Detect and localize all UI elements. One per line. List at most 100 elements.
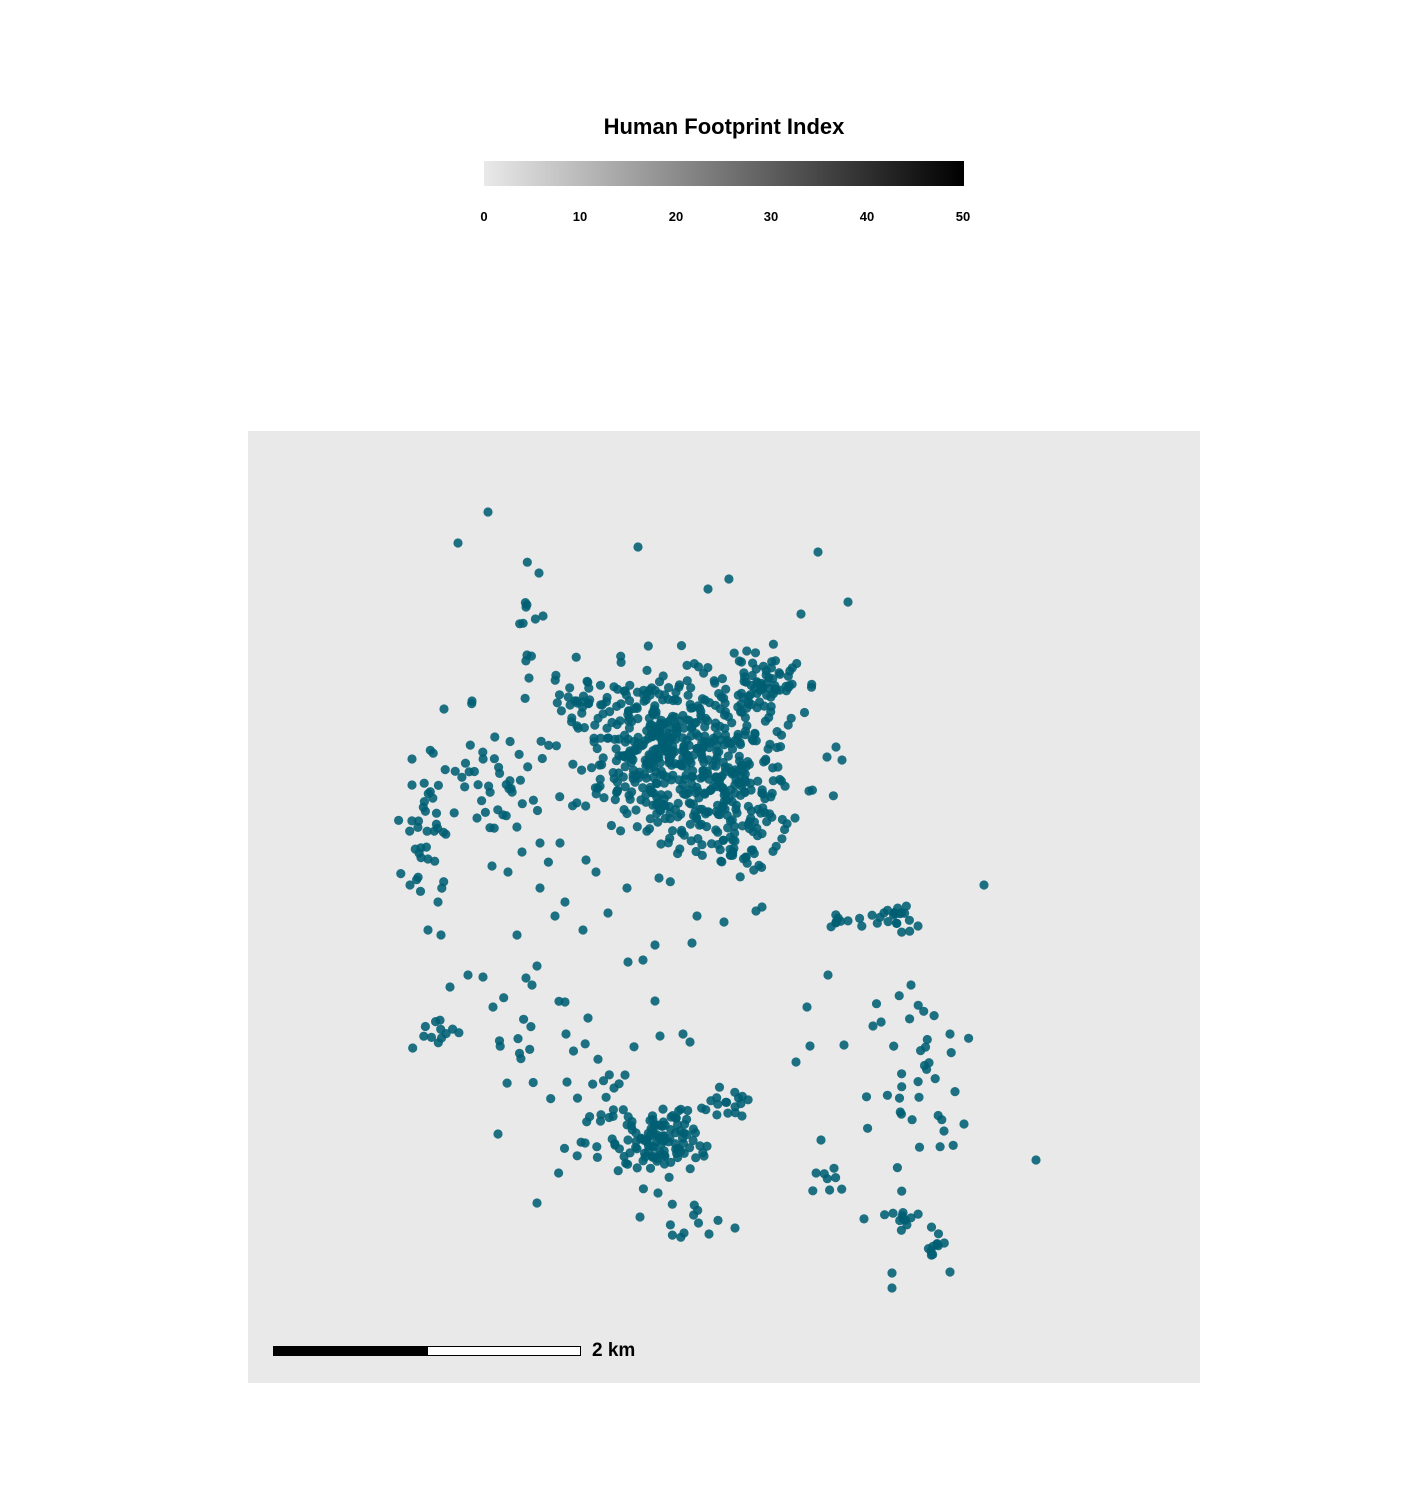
occurrence-point xyxy=(737,707,747,717)
occurrence-point xyxy=(678,780,688,790)
occurrence-point xyxy=(633,542,643,552)
map-panel[interactable] xyxy=(248,431,1200,1383)
occurrence-point xyxy=(739,676,749,686)
occurrence-point xyxy=(610,1139,620,1149)
occurrence-point xyxy=(754,860,764,870)
occurrence-point xyxy=(668,770,678,780)
occurrence-point xyxy=(554,1168,564,1178)
occurrence-point xyxy=(702,822,712,832)
occurrence-point xyxy=(783,720,793,730)
occurrence-point xyxy=(688,1135,698,1146)
occurrence-point xyxy=(598,1076,609,1086)
occurrence-point xyxy=(717,674,727,684)
occurrence-point xyxy=(484,781,494,791)
occurrence-point xyxy=(898,1208,908,1218)
occurrence-point xyxy=(857,921,867,931)
occurrence-point xyxy=(871,999,882,1009)
occurrence-point xyxy=(654,873,664,883)
occurrence-point xyxy=(720,698,730,708)
occurrence-point xyxy=(460,758,471,768)
occurrence-point xyxy=(522,557,532,567)
occurrence-point xyxy=(514,749,524,759)
occurrence-point xyxy=(583,1013,593,1023)
occurrence-point xyxy=(713,1215,723,1225)
occurrence-point xyxy=(554,690,565,700)
legend-title: Human Footprint Index xyxy=(603,114,845,139)
occurrence-point xyxy=(745,690,756,700)
occurrence-point xyxy=(654,1120,664,1130)
occurrence-point xyxy=(724,574,734,584)
occurrence-point xyxy=(595,680,606,690)
occurrence-point xyxy=(493,1129,503,1139)
occurrence-point xyxy=(819,1169,829,1179)
occurrence-point xyxy=(664,683,674,693)
occurrence-point xyxy=(901,901,911,911)
occurrence-point xyxy=(561,1029,571,1039)
occurrence-point xyxy=(894,1093,905,1103)
occurrence-point xyxy=(615,716,625,726)
occurrence-point xyxy=(767,788,777,798)
occurrence-point xyxy=(645,763,655,773)
occurrence-point xyxy=(407,816,417,826)
occurrence-point xyxy=(780,781,790,791)
occurrence-point xyxy=(610,795,620,805)
occurrence-point xyxy=(650,940,660,950)
occurrence-point xyxy=(551,741,561,751)
occurrence-point xyxy=(703,769,713,779)
occurrence-point xyxy=(687,779,697,789)
occurrence-point xyxy=(704,1229,714,1239)
occurrence-point xyxy=(469,766,479,777)
occurrence-point xyxy=(653,817,663,827)
occurrence-point xyxy=(620,1070,630,1080)
occurrence-point xyxy=(595,781,605,791)
occurrence-point xyxy=(517,799,527,809)
occurrence-point xyxy=(823,970,833,980)
legend-tick: 10 xyxy=(572,209,588,224)
occurrence-point xyxy=(721,1097,731,1107)
occurrence-point xyxy=(687,772,697,782)
occurrence-point xyxy=(693,662,704,672)
occurrence-point xyxy=(602,692,612,703)
occurrence-point xyxy=(449,808,459,818)
occurrence-point xyxy=(622,883,632,893)
occurrence-point xyxy=(649,788,659,798)
map-canvas[interactable] xyxy=(248,431,1200,1383)
occurrence-point xyxy=(682,676,692,686)
occurrence-point xyxy=(715,845,725,855)
occurrence-point xyxy=(718,802,728,813)
occurrence-point xyxy=(775,669,785,679)
occurrence-point xyxy=(750,648,761,658)
occurrence-point xyxy=(837,1184,847,1194)
occurrence-point xyxy=(478,747,488,757)
occurrence-point xyxy=(720,707,730,717)
occurrence-point xyxy=(712,1110,722,1120)
occurrence-point xyxy=(543,857,553,867)
occurrence-point xyxy=(639,1135,649,1145)
occurrence-point xyxy=(631,805,641,815)
occurrence-point xyxy=(748,658,758,668)
occurrence-point xyxy=(559,1143,570,1153)
occurrence-point xyxy=(568,759,578,769)
occurrence-point xyxy=(560,997,570,1007)
occurrence-point xyxy=(608,768,618,778)
occurrence-point xyxy=(658,695,668,705)
occurrence-point xyxy=(889,1041,899,1051)
occurrence-point xyxy=(433,780,443,790)
occurrence-point xyxy=(748,736,758,746)
occurrence-point xyxy=(665,753,675,763)
occurrence-point xyxy=(642,665,652,675)
occurrence-point xyxy=(721,684,731,694)
occurrence-point xyxy=(768,639,779,649)
occurrence-point xyxy=(687,722,697,732)
occurrence-point xyxy=(679,1228,689,1238)
occurrence-point xyxy=(945,1267,955,1277)
occurrence-point xyxy=(751,906,761,916)
occurrence-point xyxy=(711,825,721,835)
occurrence-point xyxy=(535,883,545,893)
occurrence-point xyxy=(929,1011,939,1021)
occurrence-point xyxy=(685,699,695,709)
occurrence-point xyxy=(896,1109,907,1119)
occurrence-point xyxy=(584,683,594,693)
occurrence-point xyxy=(584,699,594,709)
occurrence-point xyxy=(804,786,814,796)
